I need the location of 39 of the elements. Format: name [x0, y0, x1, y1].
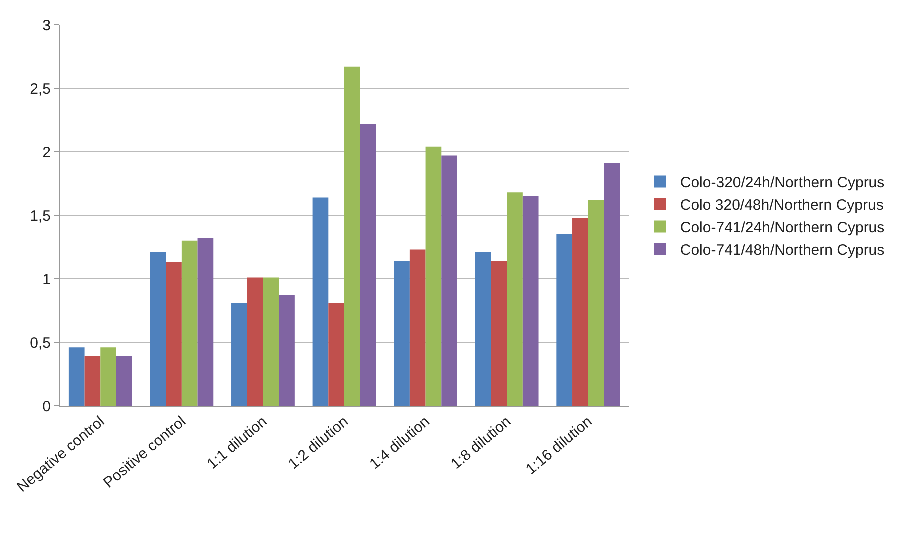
- bar: [328, 303, 344, 406]
- bar: [247, 278, 264, 406]
- y-tick-label: 0,5: [30, 334, 51, 352]
- bar: [360, 124, 376, 406]
- bar: [507, 192, 523, 406]
- bar: [522, 196, 539, 406]
- legend-label: Colo-320/24h/Northern Cyprus: [680, 174, 885, 192]
- bar: [475, 252, 492, 406]
- bar: [84, 356, 101, 406]
- bar: [279, 296, 295, 406]
- bar: [232, 303, 248, 406]
- bar: [442, 156, 458, 406]
- bar: [100, 348, 116, 406]
- bar: [150, 252, 166, 406]
- bar: [588, 200, 604, 406]
- bar: [198, 238, 214, 406]
- bar: [556, 234, 573, 406]
- y-tick-label: 3: [42, 17, 51, 34]
- bar: [182, 240, 198, 406]
- bar: [68, 348, 85, 406]
- legend-label: Colo 320/48h/Northern Cyprus: [680, 197, 884, 214]
- bar: [263, 278, 280, 406]
- legend-label: Colo-741/48h/Northern Cyprus: [680, 242, 885, 260]
- y-tick-label: 0: [42, 398, 51, 416]
- bar: [410, 250, 426, 406]
- bar: [604, 163, 620, 406]
- bar: [426, 146, 442, 406]
- bar: [394, 261, 410, 406]
- bar: [312, 198, 329, 406]
- bar: [572, 218, 588, 406]
- bar: [166, 262, 182, 406]
- y-tick-label: 1,5: [30, 208, 51, 225]
- bar: [344, 66, 360, 406]
- legend-label: Colo-741/24h/Northern Cyprus: [680, 220, 885, 237]
- bar: [116, 356, 132, 406]
- y-tick-label: 2: [42, 144, 51, 162]
- bar: [491, 261, 508, 406]
- y-tick-label: 1: [42, 271, 51, 288]
- y-tick-label: 2,5: [30, 80, 51, 98]
